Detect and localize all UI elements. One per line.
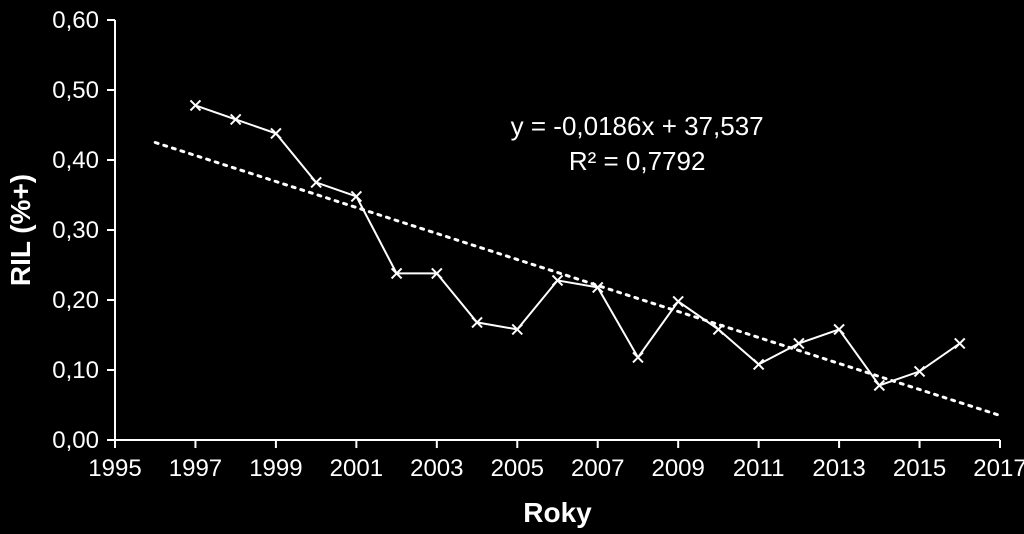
y-tick-label: 0,20 bbox=[52, 287, 99, 314]
x-tick-label: 2009 bbox=[651, 455, 704, 482]
x-tick-label: 1997 bbox=[169, 455, 222, 482]
y-tick-label: 0,30 bbox=[52, 217, 99, 244]
x-tick-label: 2003 bbox=[410, 455, 463, 482]
trendline-r2: R² = 0,7792 bbox=[569, 146, 706, 176]
x-tick-label: 2005 bbox=[491, 455, 544, 482]
x-tick-label: 2007 bbox=[571, 455, 624, 482]
x-tick-label: 1995 bbox=[88, 455, 141, 482]
y-tick-label: 0,10 bbox=[52, 357, 99, 384]
x-axis-title: Roky bbox=[523, 497, 592, 528]
y-tick-label: 0,50 bbox=[52, 77, 99, 104]
y-tick-label: 0,60 bbox=[52, 7, 99, 34]
x-tick-label: 2011 bbox=[733, 455, 785, 482]
y-tick-label: 0,40 bbox=[52, 147, 99, 174]
trendline-equation: y = -0,0186x + 37,537 bbox=[511, 111, 764, 141]
y-axis-title: RIL (%+) bbox=[5, 174, 36, 286]
y-tick-label: 0,00 bbox=[52, 427, 99, 454]
chart-container: 1995 1997 1999 2001 2003 2005 2007 2009 2011 2013… bbox=[0, 0, 1024, 534]
x-tick-label: 1999 bbox=[249, 455, 302, 482]
x-tick-label: 2013 bbox=[812, 455, 865, 482]
x-tick-label: 2017 bbox=[973, 455, 1024, 482]
line-chart: 1995 1997 1999 2001 2003 2005 2007 2009 2011 2013… bbox=[0, 0, 1024, 534]
x-tick-label: 2015 bbox=[893, 455, 946, 482]
x-tick-label: 2001 bbox=[330, 455, 383, 482]
